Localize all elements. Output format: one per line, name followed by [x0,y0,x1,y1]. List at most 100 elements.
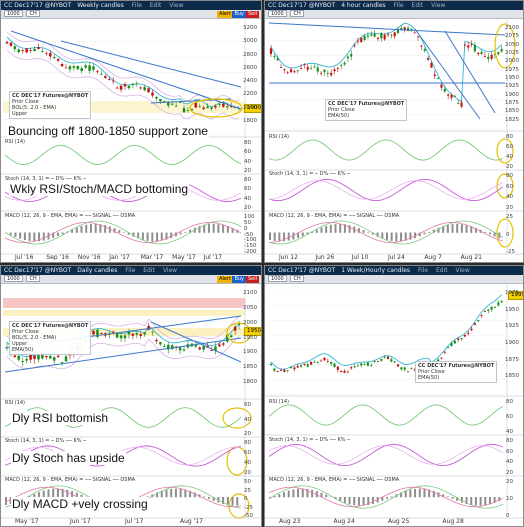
candle-body [147,88,150,93]
candle-body [182,107,186,113]
candle-body [170,103,174,105]
quantity-field[interactable]: 1000 [268,275,287,282]
osma-bar [465,224,468,233]
mode-selector[interactable]: CH [26,10,40,17]
candle-body [413,32,416,34]
osma-bar [52,232,55,238]
menu-file[interactable]: File [131,2,142,9]
trendline [150,98,232,104]
indicator-tick-label: -50 [244,231,253,238]
indicator-tick-label: -100 [244,237,257,244]
candle-body [483,55,487,57]
menu-view[interactable]: View [162,267,178,274]
candle-body [182,349,186,351]
candle-body [343,62,346,65]
osma-bar [498,497,501,502]
candle-body [279,370,283,371]
osma-bar [226,226,229,233]
weekly-chart-window[interactable]: CC Dec17'17 @NYBOT Weekly candles File E… [0,0,262,263]
window-title: CC Dec17'17 @NYBOT [4,267,72,274]
candle-body [56,58,60,61]
menu-edit[interactable]: Edit [149,2,162,9]
four-hour-chart-window[interactable]: CC Dec17'17 @NYBOT 4 hour candles File E… [264,0,524,263]
osma-bar [437,227,440,233]
menu-edit[interactable]: Edit [435,267,448,274]
alert-button[interactable]: Alert [217,11,233,18]
osma-bar [301,488,304,498]
candle-body [470,43,473,45]
candle-body [410,28,413,30]
candle-body [443,351,446,353]
daily-chart-canvas[interactable] [1,266,262,527]
sell-button[interactable]: Sell [245,276,259,283]
osma-bar [437,492,440,498]
osma-bar [442,226,445,233]
window-titlebar[interactable]: CC Dec17'17 @NYBOT 4 hour candles File E… [265,1,523,10]
indicator-tick-label: 50 [244,479,251,485]
menu-edit[interactable]: Edit [411,2,424,9]
quantity-field[interactable]: 1000 [4,275,23,282]
legend-symbol: CC DEC'17 Futures@NYBOT [12,323,89,329]
indicator-tick-label: 80 [506,134,513,140]
window-titlebar[interactable]: CC Dec17'17 @NYBOT Weekly candles File E… [1,1,261,10]
osma-bar [315,491,318,498]
menu-view[interactable]: View [431,2,446,9]
candle-body [229,335,233,338]
candle-body [72,66,76,68]
osma-bar [75,492,78,498]
sell-button[interactable]: Sell [245,11,259,18]
buy-button[interactable]: Buy [232,276,246,283]
menu-edit[interactable]: Edit [143,267,155,274]
annotation-macd: Dly MACD +vely crossing [11,497,149,511]
menu-file[interactable]: File [417,267,429,274]
menu-file[interactable]: File [393,2,404,9]
osma-bar [367,497,370,506]
menu-file[interactable]: File [125,267,136,274]
mode-selector[interactable]: CH [26,275,40,282]
candle-body [100,332,103,334]
osma-bar [484,231,487,233]
osma-bar [386,232,388,240]
candle-body [443,88,446,92]
candle-body [17,49,21,53]
price-tick-label: 2050 [243,304,257,311]
candle-body [202,107,205,109]
candle-body [92,66,95,70]
osma-bar [409,232,412,240]
candle-body [386,356,390,359]
osma-bar [174,232,177,237]
window-titlebar[interactable]: CC Dec17'17 @NYBOT 1 Week/Hourly candles… [265,266,523,275]
four-hour-chart-canvas[interactable] [265,1,524,263]
hourly-chart-canvas[interactable] [265,266,524,527]
candle-body [500,49,503,52]
daily-chart-window[interactable]: CC Dec17'17 @NYBOT Daily candles File Ed… [0,265,262,527]
osma-bar [329,496,332,498]
osma-bar [273,232,276,241]
indicator-tick-label: 0 [506,513,510,519]
candle-body [420,45,423,47]
menu-view[interactable]: View [455,267,470,274]
indicator-tick-label: 80 [244,440,251,446]
legend-line: Upper [12,111,28,117]
candle-body [303,63,306,65]
mode-selector[interactable]: CH [290,275,304,282]
candle-body [300,365,303,367]
buy-button[interactable]: Buy [232,11,246,18]
quantity-field[interactable]: 1000 [268,10,287,17]
menu-view[interactable]: View [169,2,184,9]
mode-selector[interactable]: CH [290,10,304,17]
candle-body [393,32,396,37]
macd-label: MACD (12, 26, 9 - EMA, EMA) = ── SIGNAL … [269,477,400,483]
candle-body [473,44,476,52]
candle-body [273,368,276,371]
quantity-field[interactable]: 1000 [4,10,23,17]
indicator-tick-label: 25 [506,214,513,220]
hourly-chart-window[interactable]: CC Dec17'17 @NYBOT 1 Week/Hourly candles… [264,265,524,527]
window-titlebar[interactable]: CC Dec17'17 @NYBOT Daily candles File Ed… [1,266,261,275]
osma-bar [395,232,398,242]
candle-body [88,65,91,71]
alert-button[interactable]: Alert [217,276,233,283]
indicator-tick-label: 80 [244,177,251,183]
osma-bar [61,488,64,498]
candle-body [336,68,339,69]
